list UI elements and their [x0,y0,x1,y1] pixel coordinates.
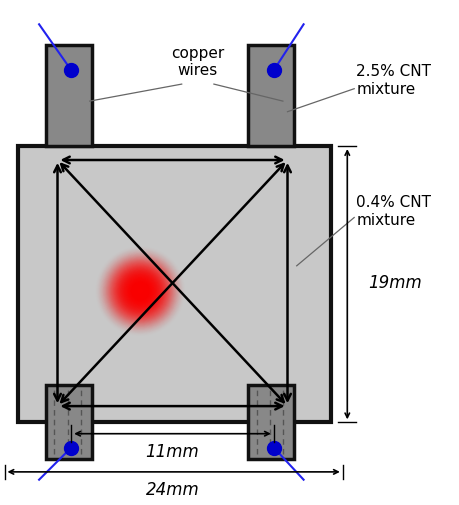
Circle shape [122,274,158,310]
Text: 2.5% CNT
mixture: 2.5% CNT mixture [356,64,431,96]
Circle shape [127,278,153,305]
Circle shape [134,285,146,298]
Point [269,443,277,451]
Bar [248,46,294,147]
Bar [46,386,92,459]
Circle shape [129,281,151,302]
Text: 0.4% CNT
mixture: 0.4% CNT mixture [356,195,431,227]
Circle shape [111,262,169,321]
Circle shape [110,261,170,322]
Circle shape [118,269,162,314]
Circle shape [112,264,168,320]
Circle shape [115,267,165,317]
Circle shape [139,290,141,293]
Text: copper
wires: copper wires [171,46,224,78]
Circle shape [118,270,162,313]
Circle shape [134,286,146,297]
Circle shape [119,271,161,313]
Circle shape [113,265,167,318]
Circle shape [123,274,157,309]
Circle shape [135,287,145,296]
Circle shape [131,282,149,301]
Circle shape [111,263,169,320]
Circle shape [121,272,159,311]
Text: 19mm: 19mm [367,273,421,291]
Circle shape [123,275,157,308]
Circle shape [117,268,163,315]
Text: 11mm: 11mm [146,442,199,460]
Circle shape [132,284,148,299]
Circle shape [130,281,150,301]
Circle shape [113,264,167,319]
Circle shape [107,259,173,324]
Text: 24mm: 24mm [146,480,199,498]
Circle shape [137,288,143,294]
Bar [248,386,294,459]
Point [67,67,75,75]
Circle shape [116,268,164,316]
Circle shape [125,277,155,307]
Circle shape [108,260,172,323]
Point [67,443,75,451]
Bar [46,46,92,147]
Circle shape [121,273,159,310]
Circle shape [131,283,149,300]
Circle shape [126,278,154,306]
Circle shape [138,289,142,294]
Circle shape [124,276,156,307]
Circle shape [139,291,141,292]
Circle shape [136,288,144,295]
Circle shape [120,271,160,312]
Point [269,67,277,75]
Circle shape [129,280,151,303]
Bar [18,147,330,422]
Circle shape [109,261,171,323]
Circle shape [114,266,166,317]
Circle shape [128,279,152,304]
Circle shape [133,284,147,298]
